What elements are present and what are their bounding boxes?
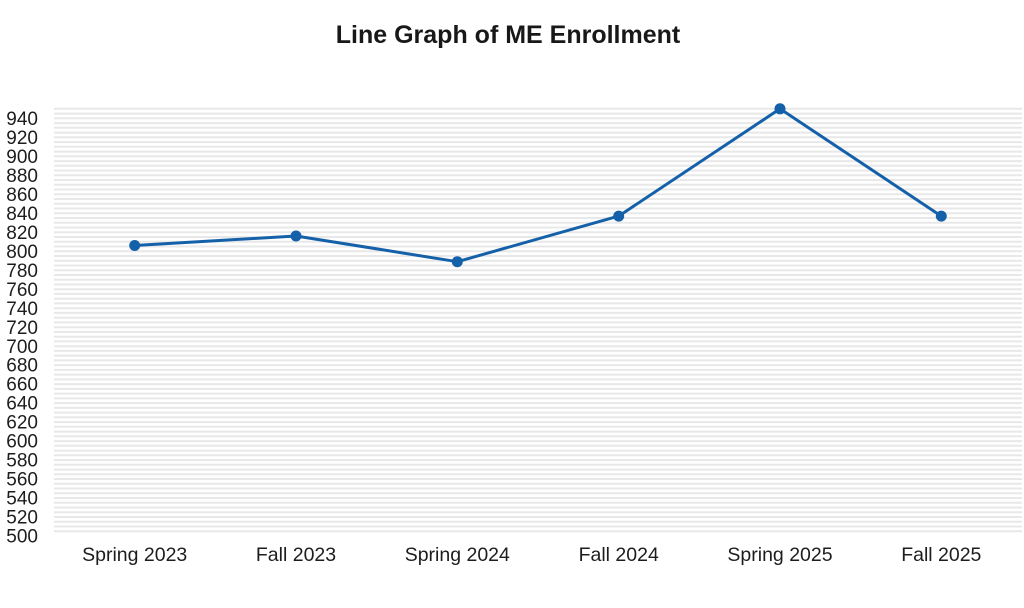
y-tick-label-620: 620 <box>6 413 38 434</box>
y-tick-label-720: 720 <box>6 318 38 339</box>
x-axis-label-fall-2025: Fall 2025 <box>901 544 981 566</box>
data-point-fall-2024 <box>613 210 625 222</box>
y-tick-label-820: 820 <box>6 223 38 244</box>
y-tick-label-780: 780 <box>6 261 38 282</box>
data-point-fall-2023 <box>290 230 302 242</box>
y-tick-label-840: 840 <box>6 204 38 225</box>
enrollment-line <box>133 107 943 264</box>
x-axis-label-spring-2025: Spring 2025 <box>727 544 832 566</box>
x-axis-label-spring-2024: Spring 2024 <box>405 544 510 566</box>
y-tick-label-560: 560 <box>6 470 38 491</box>
y-tick-label-900: 900 <box>6 147 38 168</box>
y-tick-label-500: 500 <box>6 527 38 548</box>
y-tick-label-700: 700 <box>6 337 38 358</box>
y-tick-label-600: 600 <box>6 432 38 453</box>
data-point-spring-2025 <box>774 103 786 115</box>
y-tick-label-580: 580 <box>6 451 38 472</box>
y-tick-label-540: 540 <box>6 489 38 510</box>
chart-title: Line Graph of ME Enrollment <box>335 21 681 49</box>
y-tick-label-520: 520 <box>6 508 38 529</box>
x-axis-label-fall-2024: Fall 2024 <box>579 544 659 566</box>
y-tick-label-880: 880 <box>6 166 38 187</box>
gridlines <box>54 107 1022 533</box>
y-tick-label-660: 660 <box>6 375 38 396</box>
y-tick-label-940: 940 <box>6 109 38 130</box>
y-tick-label-740: 740 <box>6 299 38 320</box>
y-tick-label-640: 640 <box>6 394 38 415</box>
y-tick-label-860: 860 <box>6 185 38 206</box>
data-point-fall-2025 <box>935 210 947 222</box>
y-tick-label-920: 920 <box>6 128 38 149</box>
x-axis-label-fall-2023: Fall 2023 <box>256 544 336 566</box>
data-point-spring-2024 <box>451 256 463 268</box>
y-tick-label-680: 680 <box>6 356 38 377</box>
data-point-spring-2023 <box>129 240 141 251</box>
y-tick-label-760: 760 <box>6 280 38 301</box>
x-axis-label-spring-2023: Spring 2023 <box>82 544 187 566</box>
y-tick-label-800: 800 <box>6 242 38 263</box>
